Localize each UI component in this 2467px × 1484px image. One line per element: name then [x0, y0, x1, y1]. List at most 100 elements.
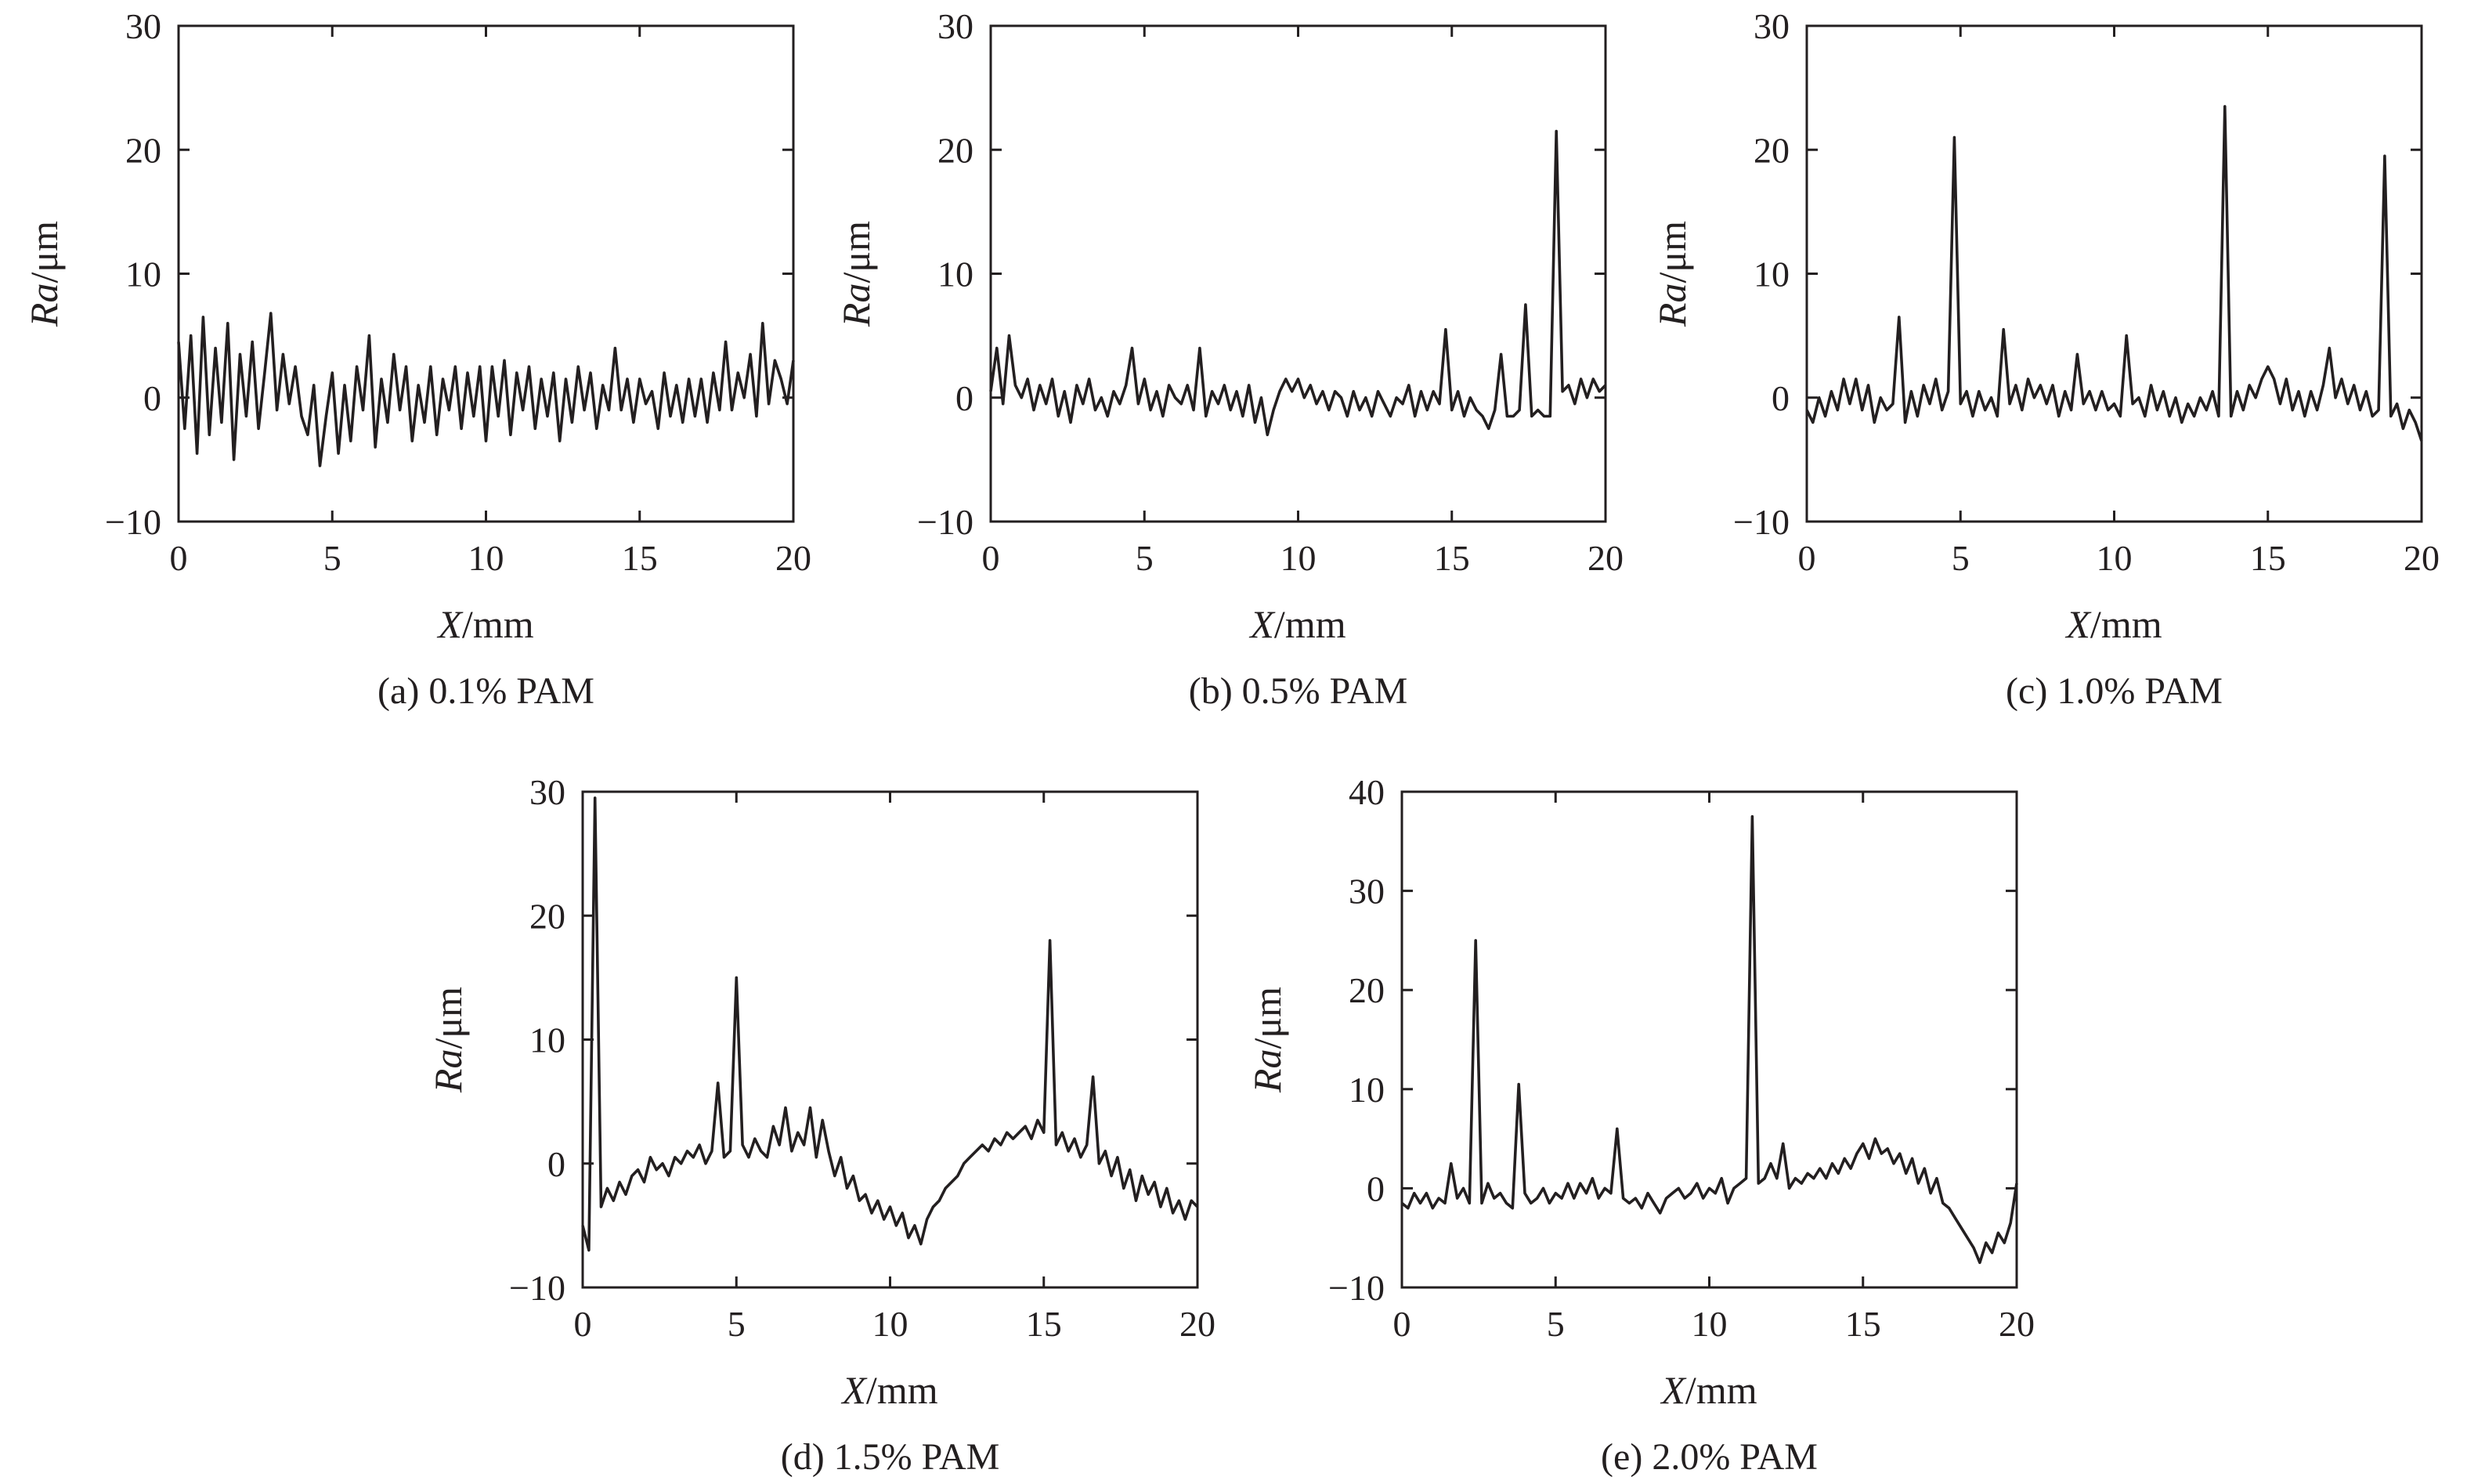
y-tick-label: 40 [1349, 772, 1385, 812]
y-tick-label: 30 [125, 6, 161, 46]
x-tick-label: 15 [2250, 538, 2286, 578]
y-tick-label: −10 [1328, 1268, 1385, 1308]
y-tick-label: 10 [937, 255, 973, 294]
y-axis-label: Ra/μm [426, 987, 470, 1093]
x-tick-label: 15 [1434, 538, 1470, 578]
y-tick-label: 10 [125, 255, 161, 294]
y-tick-label: 20 [1349, 970, 1385, 1010]
y-tick-label: −10 [1733, 502, 1790, 542]
y-axis-label-var: Ra [1650, 283, 1694, 328]
x-axis-label-unit: /mm [1685, 1368, 1757, 1412]
plot-frame [581, 790, 1199, 1289]
y-tick-label: 30 [529, 772, 565, 812]
y-tick-label: −10 [917, 502, 973, 542]
y-tick-label: 30 [937, 6, 973, 46]
y-axis-label-var: Ra [22, 283, 66, 328]
y-tick-label: 20 [1754, 130, 1790, 170]
plot-frame [1400, 790, 2018, 1289]
x-tick-label: 5 [1136, 538, 1154, 578]
x-tick-label: 0 [1393, 1304, 1411, 1344]
y-tick-label: 30 [1754, 6, 1790, 46]
y-tick-label: 20 [125, 130, 161, 170]
x-tick-label: 20 [1999, 1304, 2035, 1344]
series-line [989, 129, 1607, 437]
x-axis-label-unit: /mm [2090, 602, 2162, 646]
series-line [1805, 105, 2423, 442]
y-tick-label: 10 [529, 1020, 565, 1060]
x-tick-label: 5 [728, 1304, 746, 1344]
panel-caption: (c) 1.0% PAM [2006, 670, 2223, 712]
y-axis-label-unit: /μm [1245, 987, 1289, 1049]
x-tick-label: 0 [574, 1304, 592, 1344]
x-tick-label: 20 [1587, 538, 1624, 578]
plot-frame [177, 24, 795, 523]
y-tick-label: 0 [547, 1144, 565, 1184]
y-tick-label: 0 [955, 378, 973, 418]
y-axis-label-unit: /μm [426, 987, 470, 1049]
x-axis-label-unit: /mm [1274, 602, 1346, 646]
y-tick-label: −10 [509, 1268, 565, 1308]
y-axis-label: Ra/μm [834, 221, 878, 327]
x-axis-label-var: X [840, 1368, 868, 1412]
y-tick-label: 10 [1349, 1070, 1385, 1110]
x-axis-label-unit: /mm [866, 1368, 938, 1412]
x-tick-label: 10 [1280, 538, 1317, 578]
y-axis-label-var: Ra [1245, 1049, 1289, 1094]
x-tick-label: 10 [1692, 1304, 1728, 1344]
panel-caption: (d) 1.5% PAM [781, 1436, 1000, 1478]
y-tick-label: 0 [1772, 378, 1790, 418]
x-tick-label: 5 [323, 538, 341, 578]
plot-frame [1805, 24, 2423, 523]
x-tick-label: 15 [622, 538, 658, 578]
y-tick-label: 10 [1754, 255, 1790, 294]
series-line [177, 312, 795, 468]
y-axis-label-var: Ra [426, 1049, 470, 1094]
x-tick-label: 0 [1798, 538, 1816, 578]
x-tick-label: 20 [775, 538, 811, 578]
panel-caption: (a) 0.1% PAM [377, 670, 594, 712]
x-axis-label: X/mm [1248, 602, 1345, 646]
y-tick-label: 0 [143, 378, 161, 418]
x-tick-label: 10 [468, 538, 504, 578]
x-axis-label-var: X [2064, 602, 2092, 646]
panel-caption: (e) 2.0% PAM [1601, 1436, 1818, 1478]
x-axis-label: X/mm [2064, 602, 2162, 646]
y-tick-label: 30 [1349, 872, 1385, 912]
y-axis-label: Ra/μm [1650, 221, 1694, 327]
x-tick-label: 5 [1952, 538, 1970, 578]
panel-caption: (b) 0.5% PAM [1189, 670, 1408, 712]
x-tick-label: 0 [982, 538, 1000, 578]
x-axis-label-var: X [1660, 1368, 1687, 1412]
y-tick-label: 0 [1367, 1168, 1385, 1208]
x-tick-label: 20 [2404, 538, 2440, 578]
series-line [1400, 814, 2018, 1265]
x-axis-label: X/mm [1660, 1368, 1757, 1412]
x-tick-label: 10 [2097, 538, 2133, 578]
x-axis-label: X/mm [436, 602, 533, 646]
x-axis-label-unit: /mm [462, 602, 534, 646]
x-axis-label-var: X [436, 602, 464, 646]
x-tick-label: 15 [1845, 1304, 1881, 1344]
series-line [581, 796, 1199, 1252]
x-tick-label: 20 [1179, 1304, 1215, 1344]
y-axis-label: Ra/μm [22, 221, 66, 327]
x-tick-label: 15 [1026, 1304, 1062, 1344]
plot-frame [989, 24, 1607, 523]
x-axis-label-var: X [1248, 602, 1276, 646]
y-axis-label-unit: /μm [1650, 221, 1694, 283]
y-axis-label-unit: /μm [22, 221, 66, 283]
y-tick-label: −10 [105, 502, 161, 542]
x-tick-label: 0 [170, 538, 188, 578]
y-tick-label: 20 [529, 896, 565, 936]
y-axis-label-var: Ra [834, 283, 878, 328]
x-axis-label: X/mm [840, 1368, 937, 1412]
x-tick-label: 10 [872, 1304, 908, 1344]
x-tick-label: 5 [1547, 1304, 1565, 1344]
y-axis-label-unit: /μm [834, 221, 878, 283]
